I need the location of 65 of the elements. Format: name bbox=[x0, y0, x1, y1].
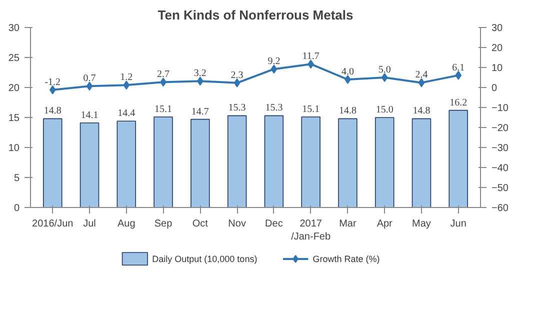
x-tick-label: Oct bbox=[192, 218, 208, 230]
y2-tick-label: −10 bbox=[492, 103, 509, 114]
point bbox=[270, 64, 278, 74]
y2-tick-label: −30 bbox=[492, 143, 509, 154]
x-tick-label: Dec bbox=[265, 218, 283, 230]
data-label: -1.2 bbox=[44, 76, 61, 88]
y-tick-label: 10 bbox=[8, 143, 20, 154]
y2-tick-label: −40 bbox=[492, 163, 509, 174]
data-label: 14.4 bbox=[118, 108, 136, 120]
data-label: 15.0 bbox=[376, 104, 394, 116]
point bbox=[455, 70, 462, 80]
x-tick-label: Sep bbox=[154, 218, 173, 230]
x-tick-label: 2016/Jun bbox=[32, 218, 74, 230]
x-tick-label: Jun bbox=[450, 218, 466, 230]
y-tick-label: 15 bbox=[8, 113, 20, 124]
point bbox=[381, 73, 388, 82]
data-label: 3.2 bbox=[194, 68, 206, 80]
data-label: 2.7 bbox=[157, 69, 170, 80]
data-label: 4.0 bbox=[341, 66, 354, 78]
data-label: 14.8 bbox=[44, 106, 62, 117]
data-label: 14.8 bbox=[412, 106, 430, 117]
point bbox=[49, 85, 56, 94]
data-label: 15.1 bbox=[154, 104, 172, 115]
data-label: 16.2 bbox=[450, 97, 468, 108]
data-label: 5.0 bbox=[378, 64, 391, 76]
point bbox=[123, 80, 130, 90]
data-label: 11.7 bbox=[302, 51, 320, 62]
data-label: 2.4 bbox=[415, 70, 428, 81]
x-tick-label: May bbox=[412, 218, 431, 230]
point bbox=[418, 78, 425, 88]
y-tick-label: 5 bbox=[14, 173, 20, 184]
data-label: 0.7 bbox=[83, 73, 96, 84]
y-tick-label: 25 bbox=[8, 53, 20, 64]
y-tick-label: 20 bbox=[8, 83, 20, 94]
x-tick-label: 2017 /Jan-Feb bbox=[291, 218, 331, 243]
y2-tick-label: 0 bbox=[492, 83, 498, 94]
legend-label: Growth Rate (%) bbox=[312, 254, 380, 264]
y-tick-label: 30 bbox=[8, 23, 20, 34]
data-label: 15.3 bbox=[265, 102, 283, 114]
point bbox=[234, 78, 240, 88]
x-tick-label: Mar bbox=[339, 218, 357, 230]
y-tick-label: 0 bbox=[14, 203, 20, 214]
data-label: 2.3 bbox=[230, 70, 244, 81]
point bbox=[86, 82, 93, 91]
y2-tick-label: −20 bbox=[492, 123, 509, 134]
legend-label: Daily Output (10,000 tons) bbox=[152, 254, 258, 264]
point bbox=[344, 75, 351, 84]
chart-title: Ten Kinds of Nonferrous Metals bbox=[158, 8, 354, 22]
x-tick-label: Aug bbox=[118, 218, 136, 230]
x-tick-label: Nov bbox=[228, 218, 246, 230]
y2-tick-label: 10 bbox=[492, 63, 504, 74]
x-tick-label: Apr bbox=[376, 218, 394, 230]
data-label: 14.1 bbox=[80, 110, 98, 121]
data-label: 9.2 bbox=[268, 56, 280, 68]
y2-tick-label: −60 bbox=[492, 203, 509, 214]
x-tick-label: Jul bbox=[83, 218, 96, 230]
data-label: 15.1 bbox=[302, 104, 320, 115]
y2-tick-label: 30 bbox=[492, 23, 504, 34]
data-label: 1.2 bbox=[120, 72, 133, 84]
y2-tick-label: −50 bbox=[492, 183, 509, 194]
data-label: 6.1 bbox=[452, 62, 465, 74]
data-label: 14.7 bbox=[191, 106, 209, 118]
y2-tick-label: 20 bbox=[492, 43, 504, 54]
data-label: 15.3 bbox=[228, 102, 246, 114]
data-label: 14.8 bbox=[338, 106, 356, 117]
